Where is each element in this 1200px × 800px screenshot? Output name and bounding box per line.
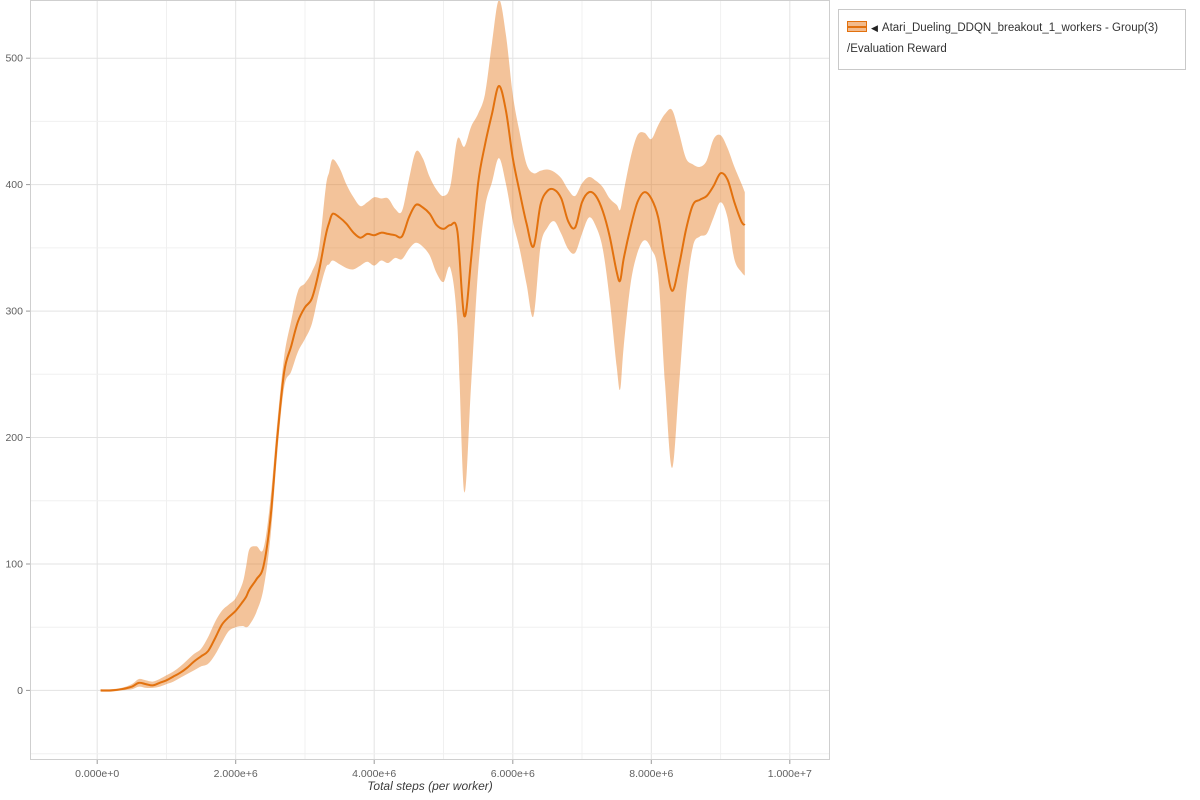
x-tick-label: 8.000e+6: [629, 768, 673, 780]
legend-metric-name[interactable]: /Evaluation Reward: [847, 43, 947, 56]
y-tick-label: 300: [5, 306, 23, 318]
x-tick-label: 4.000e+6: [352, 768, 396, 780]
mean-line: [100, 84, 746, 692]
x-tick-label: 0.000e+0: [75, 768, 119, 780]
series-line-swatch: [848, 26, 866, 28]
x-tick-label: 6.000e+6: [491, 768, 535, 780]
x-axis-title: Total steps (per worker): [367, 779, 493, 793]
legend-series-name[interactable]: Atari_Dueling_DDQN_breakout_1_workers - …: [881, 22, 1159, 34]
series-color-swatch: [847, 21, 867, 32]
y-tick-label: 100: [5, 559, 23, 571]
y-tick-label: 200: [5, 432, 23, 444]
y-tick-label: 400: [5, 179, 23, 191]
x-tick-label: 2.000e+6: [214, 768, 258, 780]
legend-panel[interactable]: ◀ Atari_Dueling_DDQN_breakout_1_workers -…: [838, 9, 1186, 70]
legend-item[interactable]: ◀ Atari_Dueling_DDQN_breakout_1_workers -…: [847, 18, 1177, 39]
x-tick-label: 1.000e+7: [768, 768, 812, 780]
plot-frame: [30, 0, 830, 760]
y-tick-label: 0: [17, 685, 23, 697]
legend-collapse-icon[interactable]: ◀: [871, 23, 878, 33]
confidence-band: [100, 0, 745, 692]
y-tick-label: 500: [5, 53, 23, 65]
